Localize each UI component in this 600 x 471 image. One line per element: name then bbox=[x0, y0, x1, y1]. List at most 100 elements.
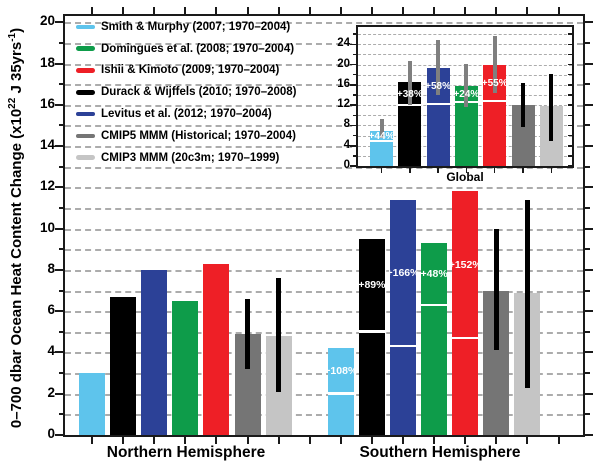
inset-x-tick bbox=[437, 168, 439, 173]
inset-y-tick bbox=[350, 84, 356, 86]
legend-item: Ishii & Kimoto (2009; 1970–2004) bbox=[76, 60, 297, 82]
bar-domingues-et-al-2008-1970-20-sh bbox=[421, 243, 448, 435]
x-axis-tick bbox=[464, 437, 467, 444]
inset-y-tick bbox=[350, 124, 356, 127]
x-axis-tick-top bbox=[557, 7, 560, 14]
inset-x-tick bbox=[465, 168, 468, 173]
inset-x-tick bbox=[550, 168, 553, 173]
y-axis-tick-right bbox=[585, 207, 590, 209]
bar-reference-line bbox=[327, 392, 354, 395]
y-axis-tick bbox=[55, 434, 63, 436]
bar-durack-wijffels-2010-1970-20-sh bbox=[358, 238, 385, 435]
y-axis-tick bbox=[58, 289, 63, 292]
legend: Smith & Murphy (2007; 1970–2004) Domingue… bbox=[76, 16, 297, 169]
y-axis-tick bbox=[58, 165, 63, 168]
bar-smith-murphy-2007-1970-2004-sh bbox=[327, 348, 354, 435]
y-axis-tick bbox=[55, 145, 63, 147]
inset-y-tick bbox=[352, 33, 356, 35]
gridline bbox=[65, 84, 583, 87]
inset-error-bar bbox=[464, 63, 469, 108]
bar-ishii-kimoto-2009-1970-2004-nh bbox=[203, 263, 230, 435]
inset-y-tick-label: 20 bbox=[337, 57, 350, 70]
inset-y-tick bbox=[352, 73, 356, 76]
y-axis-tick bbox=[58, 413, 63, 416]
y-axis-tick bbox=[55, 21, 63, 24]
inset-y-tick-right bbox=[568, 114, 572, 116]
x-axis-tick bbox=[91, 437, 93, 444]
x-axis-tick bbox=[277, 437, 280, 444]
y-axis-tick-right bbox=[585, 41, 590, 44]
y-axis-tick-right bbox=[585, 268, 593, 271]
y-axis-tick-right bbox=[585, 165, 590, 168]
inset-y-tick bbox=[350, 165, 356, 167]
bar-percent-label: +48% bbox=[420, 268, 448, 280]
gridline bbox=[65, 187, 583, 190]
inset-y-tick bbox=[352, 134, 356, 137]
inset-y-tick-right bbox=[568, 43, 572, 45]
inset-y-tick bbox=[352, 114, 356, 116]
inset-x-tick bbox=[380, 168, 383, 173]
x-axis-tick bbox=[122, 437, 125, 444]
y-axis-tick bbox=[55, 268, 63, 271]
x-axis-tick-top bbox=[184, 7, 187, 14]
inset-gridline bbox=[358, 44, 572, 46]
inset-y-tick bbox=[350, 43, 356, 45]
legend-item: Levitus et al. (2012; 1970–2004) bbox=[76, 103, 297, 125]
inset-y-tick-right bbox=[568, 73, 572, 76]
y-axis-tick bbox=[58, 124, 63, 127]
legend-item: Durack & Wijffels (2010; 1970–2008) bbox=[76, 81, 297, 103]
error-bar bbox=[245, 298, 250, 369]
legend-swatch-smith-murphy-2007-1970-2004 bbox=[76, 24, 95, 30]
legend-item: Smith & Murphy (2007; 1970–2004) bbox=[76, 16, 297, 38]
bar-domingues-et-al-2008-1970-20-nh bbox=[172, 300, 199, 435]
inset-bar-percent-label: +58% bbox=[425, 80, 452, 92]
bar-reference-line bbox=[452, 336, 479, 339]
y-axis-tick-right bbox=[585, 310, 593, 313]
y-tick-label: 4 bbox=[47, 343, 55, 359]
legend-item-label: Ishii & Kimoto (2009; 1970–2004) bbox=[101, 64, 280, 77]
y-tick-label: 18 bbox=[39, 54, 55, 70]
x-axis-tick-top bbox=[215, 7, 218, 14]
x-axis-tick bbox=[184, 437, 187, 444]
x-axis-tick-top bbox=[91, 7, 93, 14]
inset-plot: 0 4 8 12 16 20 24 +44% +38% +58% +24% +55% bbox=[337, 25, 574, 173]
inset-bar-reference-line bbox=[483, 99, 507, 102]
y-tick-label: 10 bbox=[39, 219, 55, 235]
x-axis-tick bbox=[308, 437, 311, 444]
y-axis-tick bbox=[55, 62, 63, 65]
inset-error-bar bbox=[379, 119, 384, 139]
gridline bbox=[65, 331, 583, 334]
legend-item-label: CMIP5 MMM (Historical; 1970–2004) bbox=[101, 129, 296, 142]
inset-error-bar bbox=[521, 83, 525, 127]
y-axis-tick bbox=[55, 186, 63, 189]
gridline bbox=[65, 352, 583, 355]
inset-x-tick bbox=[409, 168, 411, 173]
legend-item: CMIP5 MMM (Historical; 1970–2004) bbox=[76, 125, 297, 147]
legend-swatch-cmip3-mmm-20c3m-1970-1999 bbox=[76, 155, 95, 160]
x-axis-tick-top bbox=[464, 7, 467, 14]
gridline bbox=[65, 22, 583, 25]
bar-reference-line bbox=[358, 330, 385, 333]
inset-y-tick-right bbox=[568, 145, 572, 147]
inset-bar-reference-line bbox=[426, 102, 450, 105]
bar-reference-line bbox=[421, 303, 448, 306]
bar-levitus-et-al-2012-1970-2004-sh bbox=[390, 199, 416, 435]
error-bar bbox=[493, 228, 499, 351]
inset-y-tick-right bbox=[568, 155, 572, 157]
x-axis-tick-top bbox=[433, 7, 436, 14]
inset-y-tick-right bbox=[568, 63, 572, 66]
y-axis-tick-right bbox=[585, 21, 593, 24]
x-axis-tick-top bbox=[246, 7, 249, 14]
inset-bar-ishii-kimoto-2009-1970-2004 bbox=[483, 64, 507, 166]
inset-error-bar bbox=[492, 35, 497, 93]
gridline bbox=[65, 269, 583, 272]
legend-item-label: CMIP3 MMM (20c3m; 1970–1999) bbox=[101, 151, 280, 164]
inset-gridline bbox=[358, 34, 572, 36]
y-axis-tick bbox=[58, 41, 63, 44]
inset-gridline bbox=[358, 54, 572, 56]
y-axis-title-mid: J 35yrs bbox=[8, 41, 25, 98]
gridline bbox=[65, 166, 583, 169]
y-axis-tick-right bbox=[585, 392, 593, 395]
inset-y-tick bbox=[350, 104, 356, 106]
inset-y-tick-label: 24 bbox=[337, 37, 350, 50]
